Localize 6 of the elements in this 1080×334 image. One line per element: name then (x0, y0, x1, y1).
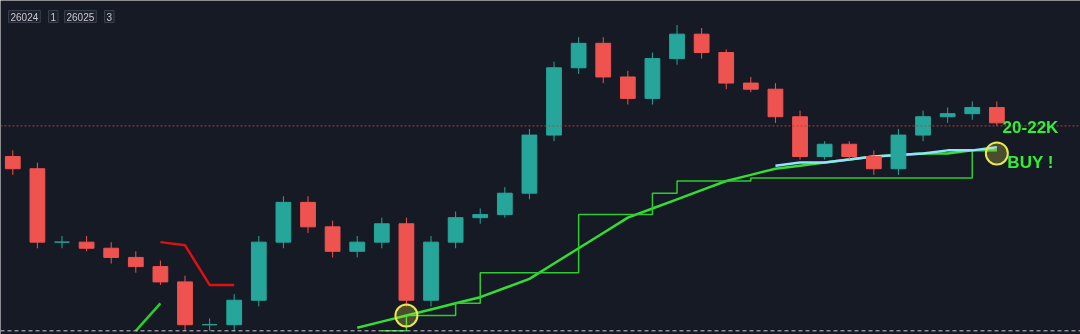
text: 26024 (10, 11, 39, 23)
annotation: 20-22K (1002, 118, 1060, 137)
text: 3 (106, 11, 113, 23)
text: 26025 (66, 11, 95, 23)
text: 1 (50, 11, 57, 23)
annotation: BUY ! (1007, 153, 1054, 172)
